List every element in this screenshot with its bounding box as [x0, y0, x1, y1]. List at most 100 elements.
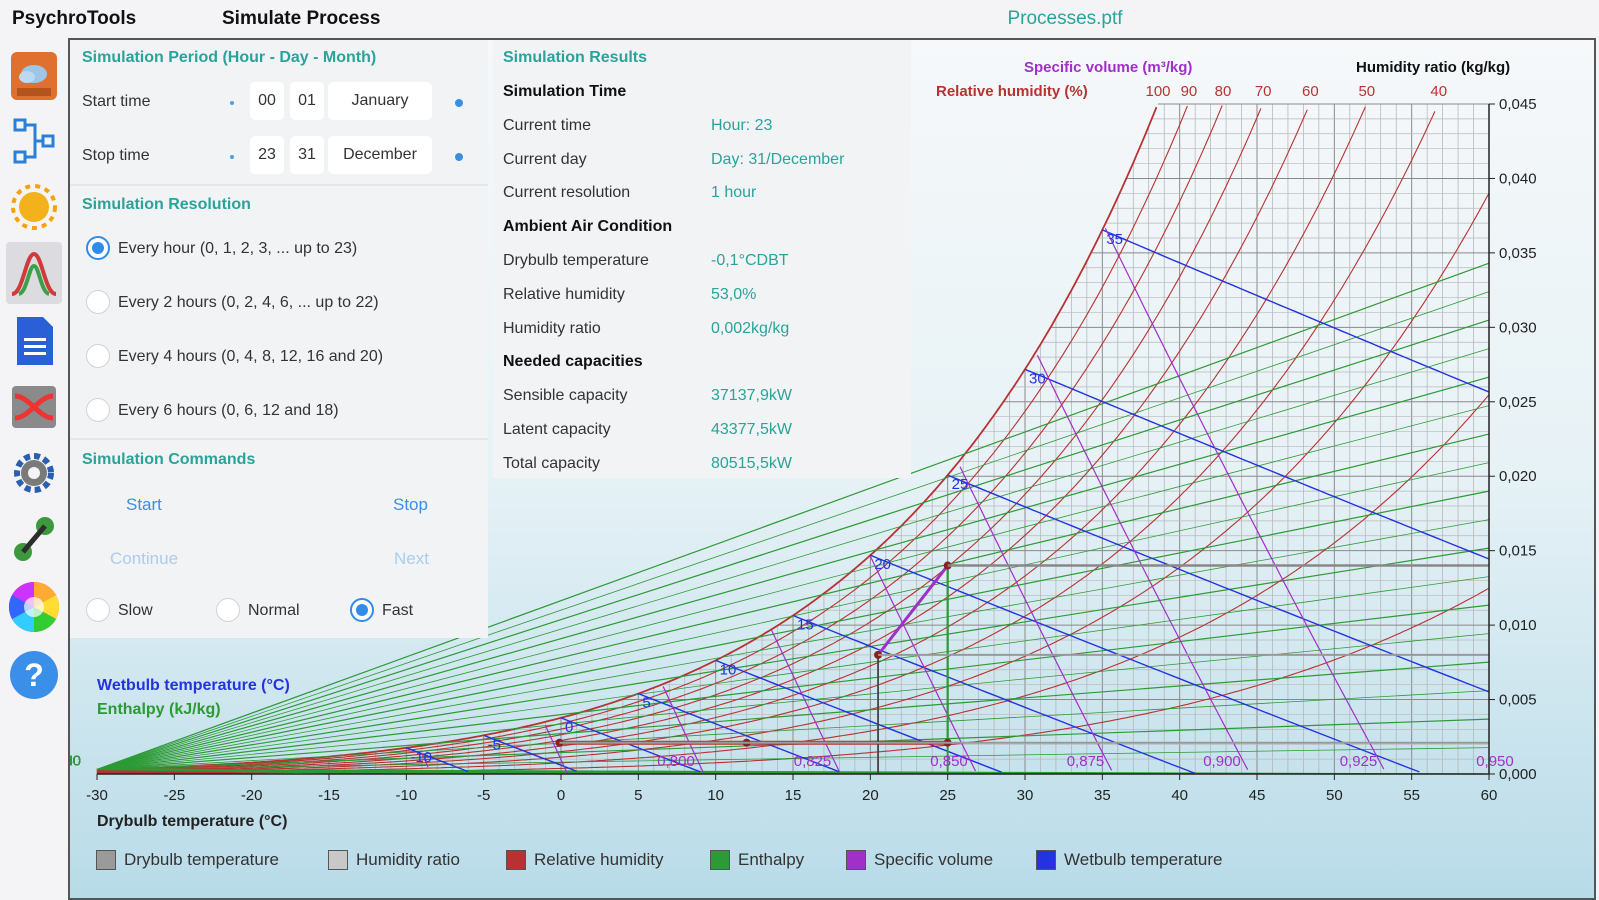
drybulb-label: Drybulb temperature: [503, 252, 649, 269]
network-icon: [14, 517, 54, 561]
enthalpy-line: [96, 633, 1490, 770]
enthalpy-line: [96, 319, 1490, 770]
stop-button[interactable]: Stop: [393, 495, 428, 514]
document-icon: [17, 317, 53, 365]
wetbulb-label: 0: [565, 719, 573, 736]
start-button[interactable]: Start: [126, 495, 162, 514]
sidebar-process-flow[interactable]: [6, 110, 62, 172]
start-day-field[interactable]: 01: [290, 82, 324, 120]
y-tick-label: 0,030: [1499, 319, 1537, 336]
enthalpy-label: 140: [70, 752, 81, 769]
app-name[interactable]: PsychroTools: [12, 8, 137, 29]
resolution-radio-4h[interactable]: [86, 344, 110, 368]
enthalpy-label: 100: [70, 752, 81, 769]
latent-capacity-value: 43377,5kW: [711, 421, 792, 438]
next-button[interactable]: Next: [394, 549, 429, 568]
help-icon: ?: [10, 651, 58, 699]
x-tick-label: 0: [557, 787, 565, 804]
legend-swatch: [710, 850, 730, 870]
legend-label: Specific volume: [874, 850, 994, 869]
speed-radio-normal[interactable]: [216, 598, 240, 622]
color-wheel-icon: [8, 581, 60, 633]
enthalpy-label: 120: [70, 752, 81, 769]
menu-simulate-process[interactable]: Simulate Process: [222, 8, 381, 29]
legend-humidity-ratio[interactable]: Humidity ratio: [328, 850, 460, 870]
stop-day-field[interactable]: 31: [290, 136, 324, 174]
enthalpy-line: [96, 604, 1490, 770]
stop-month-field[interactable]: December: [328, 136, 432, 174]
specific-volume-line: [1104, 228, 1385, 770]
enthalpy-label: 70: [70, 752, 81, 769]
weather-data-icon: [11, 52, 57, 100]
wetbulb-line: [715, 659, 1003, 773]
legend-wetbulb[interactable]: Wetbulb temperature: [1036, 850, 1222, 870]
specific-volume-label: 0,900: [1203, 753, 1241, 770]
resolution-radio-2h[interactable]: [86, 290, 110, 314]
stop-increment[interactable]: [455, 153, 463, 161]
wetbulb-title: Wetbulb temperature (°C): [97, 677, 290, 694]
relative-humidity-curve: [97, 192, 1490, 774]
resolution-option-label: Every 2 hours (0, 2, 4, 6, ... up to 22): [118, 294, 379, 311]
legend-relative-humidity[interactable]: Relative humidity: [506, 850, 663, 870]
enthalpy-label: 80: [70, 752, 81, 769]
wetbulb-label: 10: [720, 661, 737, 678]
wetbulb-line: [483, 734, 577, 772]
wetbulb-line: [792, 614, 1196, 775]
resolution-title: Simulation Resolution: [82, 196, 251, 213]
sidebar-help[interactable]: ?: [6, 644, 62, 706]
wetbulb-label: 20: [874, 556, 891, 573]
enthalpy-line: [96, 768, 1484, 775]
sidebar-exchanger[interactable]: [6, 376, 62, 438]
sensible-capacity-label: Sensible capacity: [503, 387, 628, 404]
start-month-field[interactable]: January: [328, 82, 432, 120]
legend-enthalpy[interactable]: Enthalpy: [710, 850, 804, 870]
resolution-radio-1h[interactable]: [86, 236, 110, 260]
x-tick-label: 5: [634, 787, 642, 804]
resolution-option-label: Every 4 hours (0, 4, 8, 12, 16 and 20): [118, 348, 384, 365]
sidebar-report[interactable]: [6, 310, 62, 372]
sun-icon: [11, 184, 57, 230]
legend-drybulb[interactable]: Drybulb temperature: [96, 850, 279, 870]
start-decrement[interactable]: [230, 101, 234, 105]
resolution-radio-6h[interactable]: [86, 398, 110, 422]
sensible-capacity-value: 37137,9kW: [711, 387, 792, 404]
sidebar-network[interactable]: [6, 508, 62, 570]
legend-label: Drybulb temperature: [124, 850, 279, 869]
start-hour-field[interactable]: 00: [250, 82, 284, 120]
sidebar-weather-data[interactable]: [6, 46, 62, 108]
psychrometric-chart[interactable]: -30 -25 -20 -15 -10 -5 0 5 10 15 20 25 30 35 40 45 50 55 6…: [70, 40, 1594, 898]
continue-button[interactable]: Continue: [110, 549, 179, 568]
sidebar-distribution[interactable]: [6, 242, 62, 304]
capacities-heading: Needed capacities: [503, 353, 643, 370]
sidebar-colors[interactable]: [6, 576, 62, 638]
enthalpy-line: [96, 348, 1490, 770]
stop-decrement[interactable]: [230, 155, 234, 159]
x-tick-label: -30: [86, 787, 108, 804]
specific-volume-line: [869, 555, 977, 772]
humidity-ratio-value: 0,002kg/kg: [711, 320, 790, 337]
stop-hour-field[interactable]: 23: [250, 136, 284, 174]
x-tick-label: 35: [1094, 787, 1111, 804]
enthalpy-line: [96, 519, 1490, 770]
wetbulb-label: 15: [797, 616, 814, 633]
relative-humidity-curve: [96, 105, 1188, 771]
enthalpy-label: 60: [70, 752, 81, 769]
total-capacity-value: 80515,5kW: [711, 455, 792, 472]
relative-humidity-tick-label: 80: [1215, 83, 1232, 100]
current-day-value: Day: 31/December: [711, 151, 845, 168]
x-tick-label: 50: [1326, 787, 1343, 804]
y-tick-label: 0,035: [1499, 245, 1537, 262]
y-tick-label: 0,000: [1499, 766, 1537, 783]
drybulb-value: -0,1°CDBT: [711, 252, 789, 269]
speed-radio-slow[interactable]: [86, 598, 110, 622]
enthalpy-label: 0: [73, 752, 81, 769]
relative-humidity-curve: [96, 108, 1262, 772]
x-tick-label: -20: [241, 787, 263, 804]
speed-radio-fast[interactable]: [350, 598, 374, 622]
start-increment[interactable]: [455, 99, 463, 107]
sidebar-settings[interactable]: [6, 442, 62, 504]
sidebar-solar[interactable]: [6, 176, 62, 238]
wetbulb-label: 25: [952, 476, 969, 493]
legend-specific-volume[interactable]: Specific volume: [846, 850, 993, 870]
process-flow-icon: [13, 118, 55, 164]
